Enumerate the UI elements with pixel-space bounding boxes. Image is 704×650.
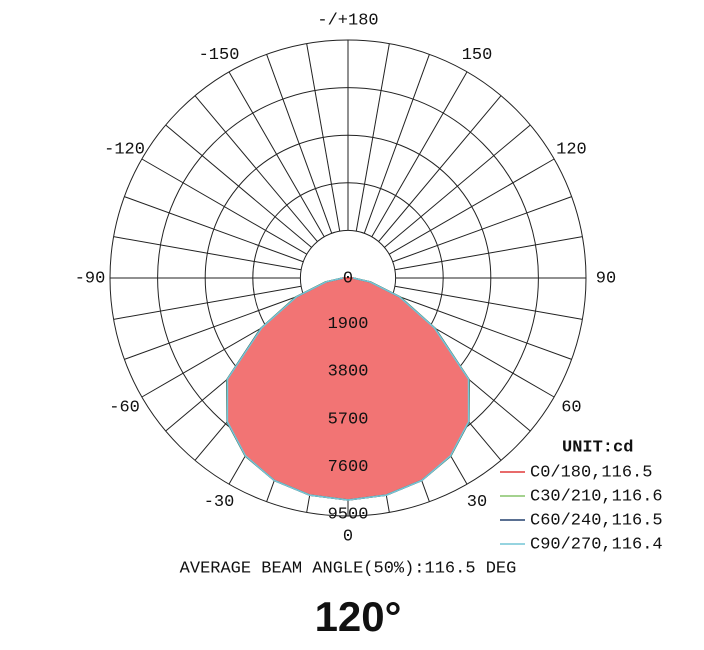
theta-tick-label: 90 [596, 269, 616, 288]
theta-tick-label: 150 [462, 46, 493, 65]
legend-label: C30/210,116.6 [530, 487, 663, 506]
theta-tick-label: 120 [556, 140, 587, 159]
annotation: AVERAGE BEAM ANGLE(50%):116.5 DEG [180, 559, 517, 578]
legend-label: C90/270,116.4 [530, 535, 663, 554]
series-line [226, 277, 470, 501]
theta-tick-label: -90 [75, 269, 106, 288]
r-tick-label: 9500 [328, 505, 369, 524]
theta-tick-label: 30 [467, 493, 487, 512]
theta-tick-label: -60 [109, 398, 140, 417]
r-tick-label: 1900 [328, 315, 369, 334]
legend-label: C60/240,116.5 [530, 511, 663, 530]
ring-grid-line [109, 39, 587, 517]
theta-tick-label: -30 [204, 493, 235, 512]
theta-tick-label: 0 [343, 527, 353, 546]
legend-title: UNIT:cd [562, 438, 633, 457]
subtitle: 120° [315, 593, 402, 640]
r-tick-label: 0 [343, 269, 353, 288]
theta-tick-label: 60 [561, 398, 581, 417]
theta-tick-label: -/+180 [317, 11, 378, 30]
theta-tick-label: -150 [199, 46, 240, 65]
theta-tick-label: -120 [104, 140, 145, 159]
r-tick-label: 5700 [328, 410, 369, 429]
r-tick-label: 3800 [328, 363, 369, 382]
r-tick-label: 7600 [328, 458, 369, 477]
legend-label: C0/180,116.5 [530, 463, 652, 482]
